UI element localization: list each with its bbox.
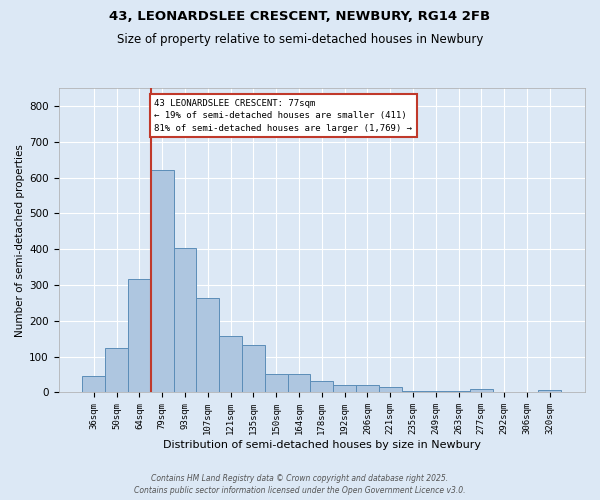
Bar [82,376,105,392]
Bar [356,386,379,392]
Text: 43, LEONARDSLEE CRESCENT, NEWBURY, RG14 2FB: 43, LEONARDSLEE CRESCENT, NEWBURY, RG14 … [109,10,491,23]
X-axis label: Distribution of semi-detached houses by size in Newbury: Distribution of semi-detached houses by … [163,440,481,450]
Bar [379,388,401,392]
Bar [401,390,424,392]
Bar [333,386,356,392]
Text: 43 LEONARDSLEE CRESCENT: 77sqm
← 19% of semi-detached houses are smaller (411)
8: 43 LEONARDSLEE CRESCENT: 77sqm ← 19% of … [154,98,412,132]
Bar [287,374,310,392]
Bar [310,380,333,392]
Y-axis label: Number of semi-detached properties: Number of semi-detached properties [15,144,25,336]
Bar [538,390,561,392]
Bar [265,374,287,392]
Bar [470,389,493,392]
Bar [105,348,128,393]
Bar [242,345,265,393]
Bar [196,298,219,392]
Bar [219,336,242,392]
Bar [424,390,447,392]
Bar [128,278,151,392]
Bar [151,170,173,392]
Bar [447,390,470,392]
Text: Size of property relative to semi-detached houses in Newbury: Size of property relative to semi-detach… [117,32,483,46]
Text: Contains HM Land Registry data © Crown copyright and database right 2025.
Contai: Contains HM Land Registry data © Crown c… [134,474,466,495]
Bar [173,248,196,392]
